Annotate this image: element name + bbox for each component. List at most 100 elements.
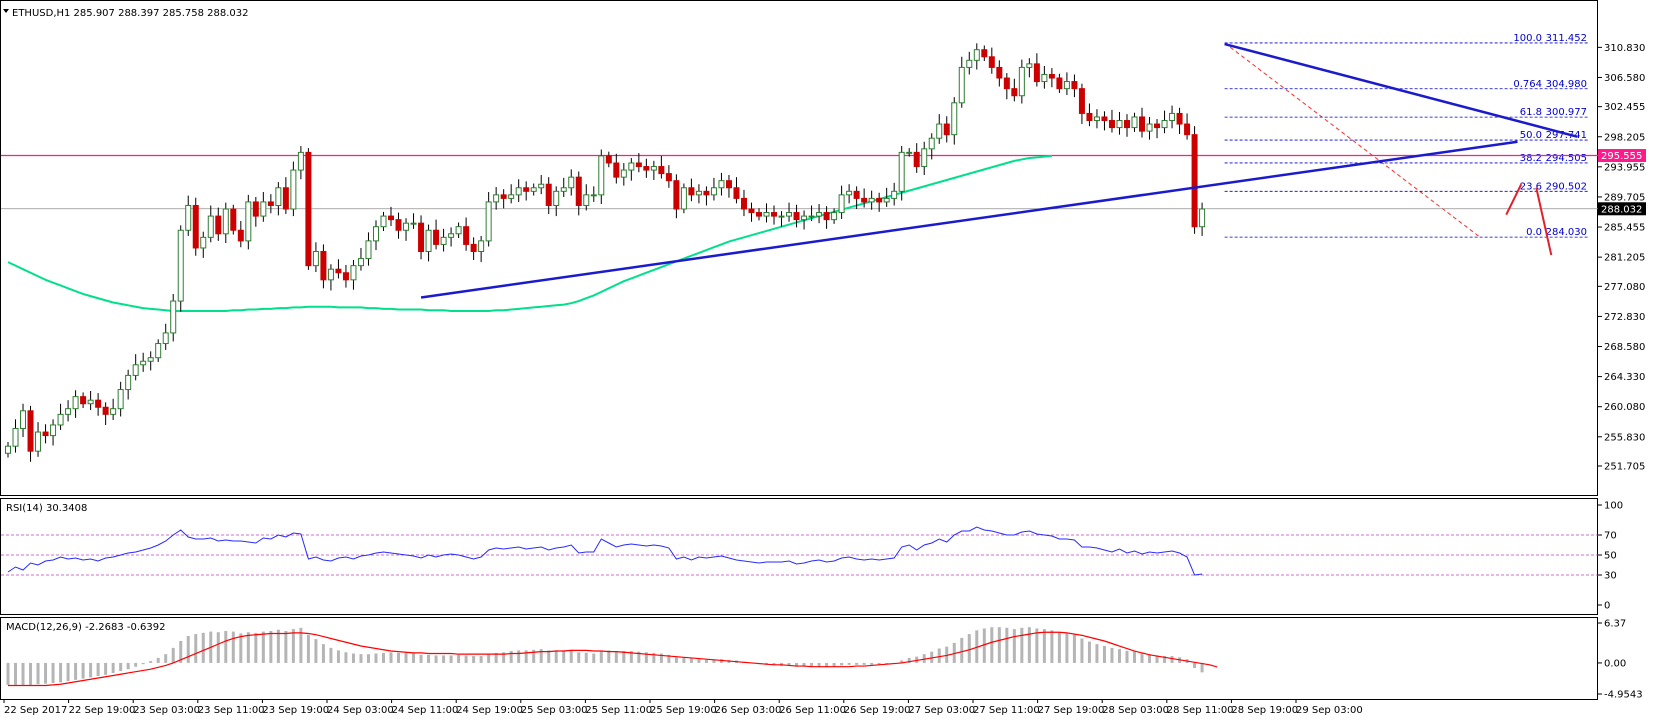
forecast-arrow (1505, 183, 1523, 216)
macd-bar (667, 654, 671, 663)
candle-body (267, 201, 274, 206)
macd-bar (622, 651, 626, 663)
candle-body (245, 201, 252, 242)
candle-body (748, 208, 755, 214)
candle-body (463, 226, 470, 245)
price-tick-label: 306.580 (1604, 73, 1645, 84)
macd-bar (562, 650, 566, 663)
trendline (420, 140, 1518, 299)
candle-body (560, 187, 567, 192)
macd-bar (96, 662, 100, 677)
candle-body (1131, 116, 1138, 129)
macd-bar (1140, 653, 1144, 663)
macd-bar (659, 653, 663, 663)
candle-body (117, 389, 124, 410)
macd-bar (472, 656, 476, 663)
macd-bar (997, 627, 1001, 663)
candle-body (823, 212, 830, 221)
candle-body (793, 212, 800, 221)
macd-bar (1087, 641, 1091, 663)
candle-body (200, 236, 207, 249)
rsi-line (7, 526, 1203, 576)
price-tick-label: 310.830 (1604, 43, 1645, 54)
candle-body (853, 190, 860, 199)
macd-bar (810, 662, 814, 667)
macd-bar (254, 632, 258, 663)
macd-bar (464, 655, 468, 663)
fib-level-ratio: 0.764 (1513, 79, 1542, 90)
candle-body (140, 360, 147, 366)
macd-bar (795, 662, 799, 667)
macd-bar (479, 656, 483, 663)
time-tick-label: 29 Sep 03:00 (1296, 705, 1363, 716)
macd-bar (772, 662, 776, 666)
candle-body (740, 197, 747, 210)
macd-bar (577, 652, 581, 663)
candle-body (1101, 116, 1108, 122)
time-tick-label: 26 Sep 19:00 (844, 705, 911, 716)
fib-level-ratio: 50.0 (1520, 130, 1542, 141)
macd-bar (967, 634, 971, 663)
candle-body (883, 197, 890, 203)
macd-bar (877, 662, 881, 665)
candle-body (395, 219, 402, 231)
price-tick-label: 251.705 (1604, 462, 1645, 473)
macd-bar (314, 639, 318, 663)
macd-bar (321, 644, 325, 663)
macd-bar (239, 633, 243, 663)
candle-body (635, 162, 642, 168)
rsi-title: RSI(14) 30.3408 (6, 503, 87, 514)
candle-body (650, 166, 657, 171)
candle-body (275, 187, 282, 206)
macd-bar (539, 649, 543, 663)
macd-bar (945, 646, 949, 663)
macd-bar (862, 662, 866, 665)
candle-body (177, 229, 184, 302)
macd-bar (231, 631, 235, 663)
candle-body (455, 226, 462, 235)
macd-bar (299, 627, 303, 663)
macd-bar (592, 653, 596, 663)
fib-level-value: 294.505 (1546, 153, 1587, 164)
macd-bar (1117, 649, 1121, 663)
macd-bar (397, 652, 401, 663)
candle-body (20, 410, 27, 430)
macd-tick-label: 0.00 (1604, 658, 1626, 669)
dropdown-icon[interactable] (3, 9, 9, 13)
forecast-arrow (1535, 187, 1553, 256)
candle-body (530, 187, 537, 192)
macd-bar (1005, 627, 1009, 663)
macd-bar (336, 650, 340, 663)
macd-bar (224, 630, 228, 663)
macd-bar (832, 662, 836, 667)
candle-body (110, 408, 117, 415)
rsi-tick-label: 50 (1604, 551, 1617, 562)
candle-body (538, 183, 545, 189)
macd-bar (119, 662, 123, 672)
macd-bar (269, 630, 273, 663)
candle-body (831, 212, 838, 221)
macd-bar (840, 662, 844, 666)
fib-level-value: 284.030 (1546, 227, 1587, 238)
macd-bar (502, 652, 506, 663)
macd-bar (51, 662, 55, 684)
fib-level-ratio: 100.0 (1513, 33, 1542, 44)
candle-body (1033, 63, 1040, 83)
macd-bar (704, 659, 708, 663)
macd-bar (870, 662, 874, 665)
candle-body (80, 396, 87, 405)
macd-bar (104, 662, 108, 675)
macd-bar (1110, 647, 1114, 663)
macd-bar (547, 650, 551, 663)
fib-level-value: 297.741 (1546, 130, 1587, 141)
candle-body (778, 215, 785, 218)
candle-body (1026, 63, 1033, 68)
candle-body (523, 187, 530, 192)
price-tick-label: 260.080 (1604, 402, 1645, 413)
candle-body (493, 194, 500, 203)
candle-body (1056, 77, 1063, 90)
fibonacci-retracement: 100.0 311.452 0.764 304.980 61.8 300.977 50.0 2… (1224, 33, 1588, 238)
macd-bar (36, 662, 40, 685)
price-tick-label: 277.080 (1604, 282, 1645, 293)
